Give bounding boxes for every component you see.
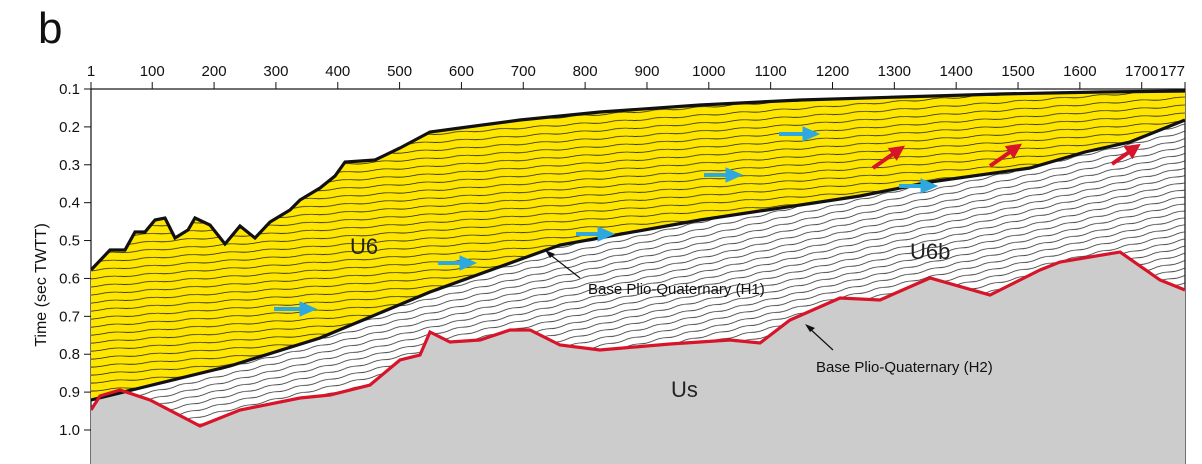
x-tick-label: 900 bbox=[634, 63, 659, 80]
y-tick-label: 0.6 bbox=[59, 270, 80, 287]
unit-us-body bbox=[91, 252, 1185, 464]
downlap-arrow-icon bbox=[899, 178, 939, 194]
h2-boundary bbox=[91, 250, 1185, 428]
y-tick-label: 0.5 bbox=[59, 233, 80, 250]
y-axis: 0.1 0.2 0.3 0.4 0.5 0.6 0.7 0.8 0.9 1.0 bbox=[59, 81, 91, 439]
x-tick-label: 1600 bbox=[1063, 63, 1096, 80]
h1-boundary bbox=[91, 118, 1185, 402]
unit-label-u6: U6 bbox=[350, 234, 378, 259]
downlap-arrow-icon bbox=[779, 126, 821, 142]
y-tick-label: 0.2 bbox=[59, 119, 80, 136]
x-tick-label: 1100 bbox=[755, 63, 787, 80]
y-tick-label: 0.4 bbox=[59, 195, 80, 212]
y-tick-label: 0.7 bbox=[59, 308, 80, 325]
toplap-arrow-icon bbox=[1110, 143, 1141, 166]
unit-u6b-body bbox=[91, 120, 1185, 426]
y-tick-label: 1.0 bbox=[59, 422, 80, 439]
unit-label-u6b: U6b bbox=[910, 239, 950, 264]
downlap-arrow-icon bbox=[274, 301, 318, 317]
y-tick-label: 0.1 bbox=[59, 81, 80, 98]
x-tick-label: 600 bbox=[449, 63, 474, 80]
x-tick-label: 177 bbox=[1160, 63, 1185, 80]
downlap-arrow-icon bbox=[438, 255, 478, 271]
x-tick-label: 1400 bbox=[939, 63, 972, 80]
toplap-arrows bbox=[871, 143, 1141, 170]
y-axis-title: Time (sec TWTT) bbox=[33, 223, 50, 347]
h2-leader-arrowhead bbox=[805, 324, 815, 332]
toplap-arrow-icon bbox=[988, 143, 1023, 168]
y-tick-label: 0.8 bbox=[59, 346, 80, 363]
unit-label-us: Us bbox=[671, 377, 698, 402]
x-tick-label: 300 bbox=[263, 63, 288, 80]
h1-annotation: Base Plio-Quaternary (H1) bbox=[588, 281, 765, 298]
u6-reflectors bbox=[91, 91, 1185, 400]
x-tick-label: 1300 bbox=[878, 63, 911, 80]
seafloor-boundary bbox=[91, 89, 1185, 272]
panel-label: b bbox=[38, 4, 63, 53]
x-tick-label: 700 bbox=[511, 63, 536, 80]
h1-leader bbox=[547, 252, 581, 279]
x-tick-label: 1000 bbox=[692, 63, 725, 80]
h1-leader-arrowhead bbox=[545, 250, 555, 258]
x-tick-label: 800 bbox=[573, 63, 598, 80]
x-axis: 1 100 200 300 400 500 600 700 800 900 1000 1100 1200… bbox=[87, 63, 1186, 89]
h2-leader bbox=[807, 326, 834, 351]
x-tick-label: 500 bbox=[387, 63, 412, 80]
x-tick-label: 200 bbox=[202, 63, 227, 80]
x-tick-label: 1700 bbox=[1125, 63, 1158, 80]
x-tick-label: 1500 bbox=[1001, 63, 1034, 80]
x-tick-label: 1200 bbox=[816, 63, 849, 80]
h2-annotation: Base Plio-Quaternary (H2) bbox=[816, 359, 993, 376]
downlap-arrow-icon bbox=[704, 167, 744, 183]
x-tick-label: 400 bbox=[325, 63, 350, 80]
downlap-arrows bbox=[274, 126, 939, 317]
x-tick-label: 100 bbox=[140, 63, 165, 80]
toplap-arrow-icon bbox=[871, 145, 906, 170]
downlap-arrow-icon bbox=[576, 226, 616, 242]
y-tick-label: 0.9 bbox=[59, 384, 80, 401]
y-tick-label: 0.3 bbox=[59, 157, 80, 174]
x-tick-label: 1 bbox=[87, 63, 95, 80]
